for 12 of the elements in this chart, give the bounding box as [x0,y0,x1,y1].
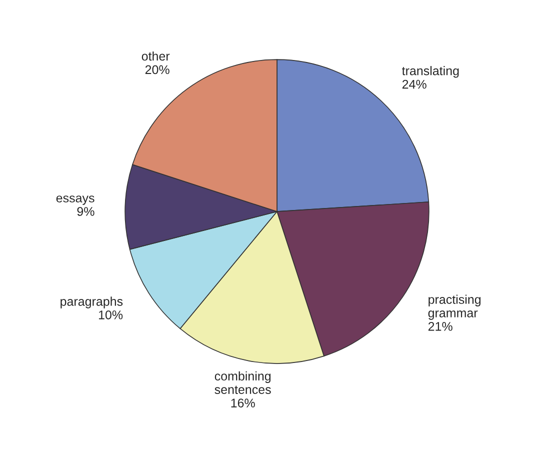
data-label: 21% [428,322,452,331]
data-label: 9% [77,207,94,216]
slice-label: translating [402,66,459,78]
slice-label: paragraphs [60,296,123,308]
slice-label: combining sentences [214,371,271,394]
data-label: 20% [145,65,170,74]
data-label: 16% [231,398,255,408]
data-label: 10% [98,310,123,320]
slice-label: other [142,51,170,61]
slice-label: practising grammar [428,294,481,320]
data-label: 24% [402,80,426,89]
slice-label: essays [56,196,94,205]
